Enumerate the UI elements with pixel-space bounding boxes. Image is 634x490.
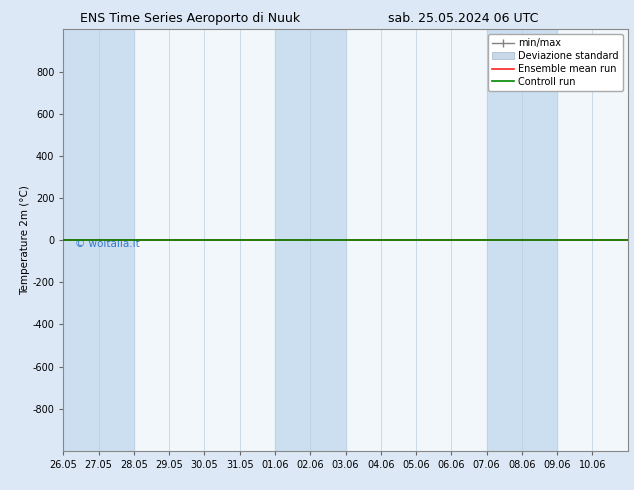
Text: © woitalia.it: © woitalia.it — [75, 239, 139, 249]
Bar — [487, 29, 522, 451]
Bar — [310, 29, 346, 451]
Legend: min/max, Deviazione standard, Ensemble mean run, Controll run: min/max, Deviazione standard, Ensemble m… — [488, 34, 623, 91]
Bar — [99, 29, 134, 451]
Bar — [63, 29, 99, 451]
Y-axis label: Temperature 2m (°C): Temperature 2m (°C) — [20, 185, 30, 295]
Text: sab. 25.05.2024 06 UTC: sab. 25.05.2024 06 UTC — [387, 12, 538, 25]
Bar — [522, 29, 557, 451]
Bar — [275, 29, 310, 451]
Text: ENS Time Series Aeroporto di Nuuk: ENS Time Series Aeroporto di Nuuk — [80, 12, 301, 25]
